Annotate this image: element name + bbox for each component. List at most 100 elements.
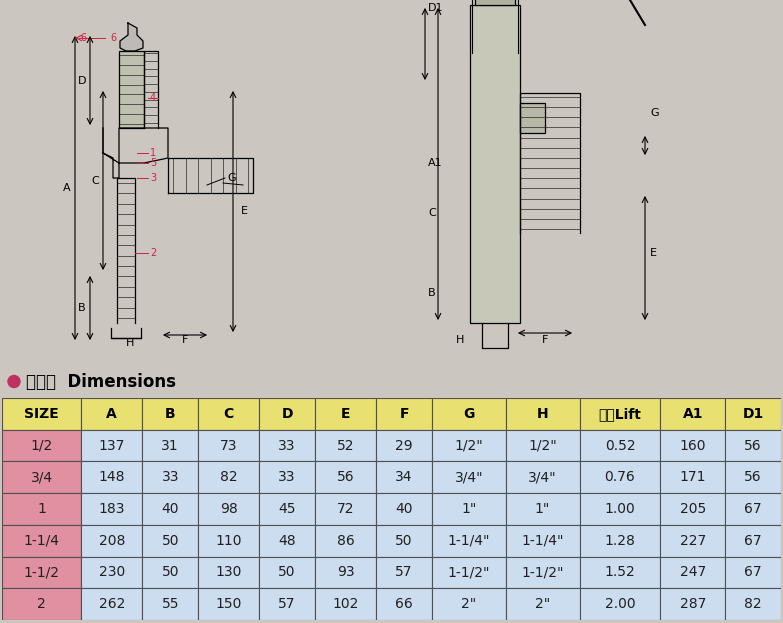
Bar (376, 525, 432, 556)
Bar (198, 430, 259, 462)
Bar (432, 525, 506, 556)
Bar (198, 493, 259, 525)
Text: H: H (537, 407, 548, 421)
Bar (143, 493, 198, 525)
Text: A: A (106, 407, 117, 421)
Text: 287: 287 (680, 597, 706, 611)
Text: 3/4": 3/4" (455, 470, 483, 484)
Bar (81, 588, 143, 620)
Bar (315, 398, 376, 430)
Bar (579, 398, 661, 430)
Bar (259, 556, 315, 588)
Text: 1-1/4": 1-1/4" (448, 534, 490, 548)
Text: 52: 52 (337, 439, 355, 452)
Bar (2, 493, 81, 525)
Bar (81, 525, 143, 556)
Bar (259, 462, 315, 493)
Text: 50: 50 (279, 566, 296, 579)
Bar (376, 462, 432, 493)
Text: F: F (182, 335, 188, 345)
Text: 6: 6 (80, 33, 86, 43)
Bar (506, 556, 579, 588)
Text: 56: 56 (337, 470, 355, 484)
Text: 5: 5 (150, 158, 157, 168)
Text: D: D (281, 407, 293, 421)
Text: E: E (341, 407, 350, 421)
Bar (2, 398, 81, 430)
Bar (315, 493, 376, 525)
Bar (143, 588, 198, 620)
Bar (315, 430, 376, 462)
Text: 67: 67 (745, 566, 762, 579)
Text: G: G (227, 173, 236, 183)
Text: F: F (542, 335, 548, 345)
Text: 72: 72 (337, 502, 355, 516)
Bar (2, 430, 81, 462)
Text: 4: 4 (150, 93, 156, 103)
Bar (432, 588, 506, 620)
Bar (432, 493, 506, 525)
Bar (2, 556, 81, 588)
Bar (432, 462, 506, 493)
Polygon shape (120, 23, 143, 51)
Bar (2, 462, 81, 493)
Text: 56: 56 (745, 439, 762, 452)
Text: F: F (399, 407, 409, 421)
Text: E: E (241, 206, 248, 216)
Bar (661, 588, 725, 620)
Bar (376, 588, 432, 620)
Text: 55: 55 (161, 597, 179, 611)
Bar (579, 588, 661, 620)
Text: 183: 183 (99, 502, 125, 516)
Text: 1-1/4": 1-1/4" (521, 534, 564, 548)
Bar (579, 493, 661, 525)
Bar (520, 103, 545, 133)
Text: 66: 66 (395, 597, 413, 611)
Bar (725, 588, 781, 620)
Bar (2, 588, 81, 620)
Bar (315, 556, 376, 588)
Bar (579, 525, 661, 556)
Text: 205: 205 (680, 502, 706, 516)
Text: 67: 67 (745, 534, 762, 548)
Text: 137: 137 (99, 439, 125, 452)
Text: 1/2: 1/2 (31, 439, 52, 452)
Text: 86: 86 (337, 534, 355, 548)
Text: 2.00: 2.00 (604, 597, 635, 611)
Text: 262: 262 (99, 597, 125, 611)
Bar (259, 525, 315, 556)
Text: 3: 3 (150, 173, 156, 183)
Bar (579, 430, 661, 462)
Text: 1.00: 1.00 (604, 502, 635, 516)
Bar (506, 462, 579, 493)
Bar (432, 398, 506, 430)
Bar (475, 0, 515, 5)
Text: 1": 1" (461, 502, 477, 516)
Bar (81, 398, 143, 430)
Text: 57: 57 (395, 566, 413, 579)
Text: A: A (63, 183, 70, 193)
Bar (470, 5, 520, 323)
Text: B: B (428, 288, 435, 298)
Bar (661, 556, 725, 588)
Text: 3/4: 3/4 (31, 470, 52, 484)
Bar (81, 462, 143, 493)
Text: 130: 130 (215, 566, 242, 579)
Text: G: G (650, 108, 659, 118)
Text: 82: 82 (745, 597, 762, 611)
Text: 93: 93 (337, 566, 355, 579)
Text: 0.52: 0.52 (604, 439, 635, 452)
Bar (143, 525, 198, 556)
Text: 73: 73 (220, 439, 237, 452)
Text: G: G (464, 407, 474, 421)
Text: 揚程Lift: 揚程Lift (598, 407, 641, 421)
Bar (81, 430, 143, 462)
Text: 1": 1" (535, 502, 550, 516)
Text: 尺寸表  Dimensions: 尺寸表 Dimensions (26, 373, 176, 391)
Text: 150: 150 (215, 597, 242, 611)
Text: 3/4": 3/4" (529, 470, 557, 484)
Text: 56: 56 (745, 470, 762, 484)
Bar (259, 398, 315, 430)
Bar (198, 556, 259, 588)
Text: 2": 2" (535, 597, 550, 611)
